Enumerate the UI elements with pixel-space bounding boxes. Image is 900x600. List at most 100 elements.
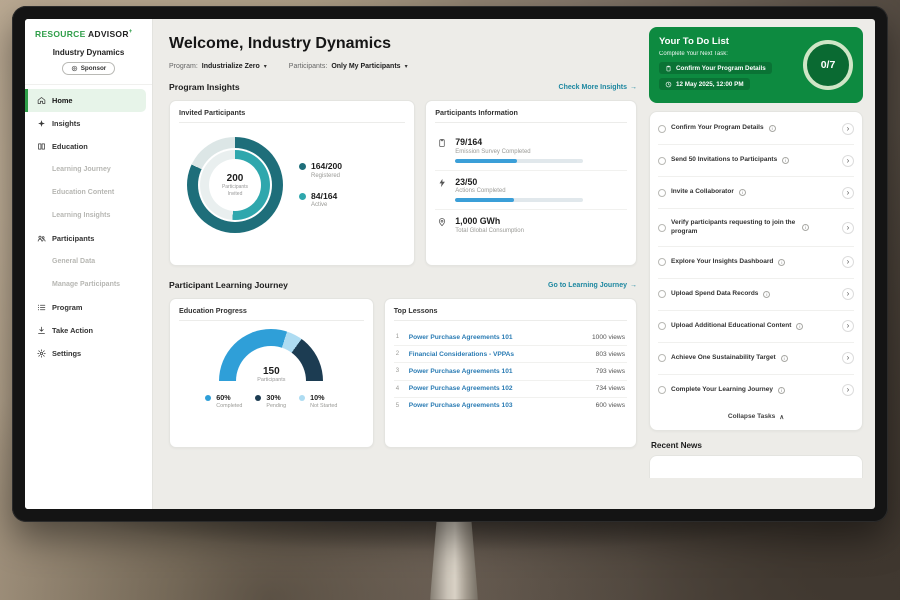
app-window: RESOURCE ADVISOR+ Industry Dynamics Spon…: [25, 19, 875, 509]
legend-dot: [299, 395, 306, 401]
lesson-row: 1 Power Purchase Agreements 101 1000 vie…: [393, 329, 627, 347]
info-icon[interactable]: i: [763, 290, 771, 298]
lesson-link[interactable]: Power Purchase Agreements 103: [408, 402, 513, 410]
chevron-right-icon[interactable]: ›: [842, 288, 854, 301]
go-to-learning-journey-link[interactable]: Go to Learning Journey →: [548, 282, 637, 289]
task-checkbox[interactable]: [658, 290, 666, 299]
task-row[interactable]: Invite a Collaborator i ›: [658, 177, 854, 210]
task-row[interactable]: Confirm Your Program Details i ›: [658, 113, 854, 146]
due-date-chip: 12 May 2025, 12:00 PM: [659, 78, 750, 91]
lesson-row: 4 Power Purchase Agreements 102 734 view…: [393, 381, 627, 398]
program-filter[interactable]: Program: Industrialize Zero ▾: [169, 63, 267, 70]
learning-cards-row: Education Progress 150 Participants: [169, 298, 637, 448]
chevron-right-icon[interactable]: ›: [842, 384, 854, 397]
task-row[interactable]: Upload Additional Educational Content i …: [658, 311, 854, 343]
collapse-label: Collapse Tasks: [727, 413, 776, 421]
sidebar-item-label: Learning Insights: [52, 212, 111, 219]
participants-filter[interactable]: Participants: Only My Participants ▾: [289, 63, 408, 70]
task-row[interactable]: Verify participants requesting to join t…: [658, 209, 854, 247]
legend-value: 84/164: [311, 190, 338, 201]
lesson-row: 2 Financial Considerations - VPPAs 803 v…: [393, 346, 627, 364]
task-checkbox[interactable]: [658, 188, 666, 197]
lesson-link[interactable]: Financial Considerations - VPPAs: [408, 350, 515, 358]
task-checkbox[interactable]: [658, 322, 666, 331]
task-checkbox[interactable]: [658, 386, 666, 395]
lesson-row: 3 Power Purchase Agreements 101 793 view…: [393, 363, 627, 381]
program-filter-label: Program:: [169, 63, 198, 70]
clock-icon: [665, 81, 672, 88]
stat-value: 1,000 GWh: [455, 216, 501, 226]
legend-label: Pending: [266, 402, 287, 409]
sidebar-item-learning-insights[interactable]: Learning Insights: [25, 204, 146, 227]
sidebar-item-insights[interactable]: Insights: [25, 112, 146, 135]
sidebar-item-education-content[interactable]: Education Content: [25, 181, 146, 204]
sponsor-badge[interactable]: Sponsor: [61, 62, 116, 75]
info-icon[interactable]: i: [802, 224, 809, 232]
task-checkbox[interactable]: [658, 124, 666, 133]
lesson-views: 734 views: [595, 385, 625, 393]
task-row[interactable]: Achieve One Sustainability Target i ›: [658, 343, 854, 375]
check-more-insights-link[interactable]: Check More Insights →: [559, 84, 637, 91]
sidebar-item-program[interactable]: Program: [25, 296, 146, 319]
invited-participants-card: Invited Participants 200 Participants In…: [169, 100, 416, 266]
info-icon[interactable]: i: [782, 157, 790, 165]
progress-fill: [455, 198, 515, 202]
info-icon[interactable]: i: [768, 125, 776, 133]
link-label: Check More Insights: [558, 83, 627, 91]
legend-item: 10% Not Started: [299, 394, 337, 409]
lesson-link[interactable]: Power Purchase Agreements 101: [408, 367, 513, 375]
sidebar-item-label: Insights: [52, 119, 81, 128]
survey-icon: [439, 139, 445, 147]
location-pin-icon: [439, 218, 446, 227]
program-insights-header: Program Insights Check More Insights →: [169, 82, 637, 92]
task-checkbox[interactable]: [658, 156, 666, 165]
sidebar-item-take-action[interactable]: Take Action: [25, 319, 146, 342]
task-checkbox[interactable]: [658, 258, 666, 267]
task-row[interactable]: Send 50 Invitations to Participants i ›: [658, 145, 854, 178]
chevron-right-icon[interactable]: ›: [842, 221, 854, 234]
info-icon[interactable]: i: [738, 189, 746, 197]
invited-donut-ring-outer: 200 Participants Invited: [187, 137, 283, 233]
next-task-chip[interactable]: Confirm Your Program Details: [659, 62, 772, 75]
sidebar-item-education[interactable]: Education: [25, 135, 146, 158]
chevron-right-icon[interactable]: ›: [842, 186, 854, 199]
todo-progress-ring: 0/7: [803, 40, 853, 91]
sidebar-item-manage-participants[interactable]: Manage Participants: [25, 273, 146, 296]
chevron-right-icon[interactable]: ›: [842, 256, 854, 269]
sponsor-badge-label: Sponsor: [80, 65, 107, 72]
task-row[interactable]: Explore Your Insights Dashboard i ›: [658, 247, 854, 279]
collapse-tasks-button[interactable]: Collapse Tasks ∧: [658, 406, 854, 427]
lesson-rank: 3: [395, 368, 400, 375]
task-checkbox[interactable]: [658, 223, 666, 232]
chevron-right-icon[interactable]: ›: [842, 320, 854, 333]
legend-value: 164/200: [311, 161, 343, 172]
lesson-link[interactable]: Power Purchase Agreements 102: [408, 385, 513, 393]
task-row[interactable]: Upload Spend Data Records i ›: [658, 279, 854, 311]
chevron-right-icon[interactable]: ›: [842, 154, 854, 167]
info-icon[interactable]: i: [778, 258, 786, 266]
info-icon[interactable]: i: [777, 386, 785, 394]
lesson-link[interactable]: Power Purchase Agreements 101: [408, 333, 513, 341]
recent-news-card: [649, 454, 863, 478]
sidebar-item-settings[interactable]: Settings: [25, 342, 146, 365]
recent-news-title: Recent News: [651, 440, 702, 450]
lesson-rank: 2: [395, 351, 400, 358]
task-row[interactable]: Complete Your Learning Journey i ›: [658, 375, 854, 406]
sidebar-item-label: Take Action: [52, 326, 94, 335]
sidebar-item-home[interactable]: Home: [25, 89, 146, 112]
sidebar-item-general-data[interactable]: General Data: [25, 250, 146, 273]
info-icon[interactable]: i: [796, 322, 804, 330]
chevron-right-icon[interactable]: ›: [842, 352, 854, 365]
task-checkbox[interactable]: [658, 354, 666, 363]
monitor: RESOURCE ADVISOR+ Industry Dynamics Spon…: [12, 6, 888, 522]
sidebar-item-label: Manage Participants: [52, 281, 121, 288]
legend-item: 84/164 Active: [299, 190, 342, 208]
chevron-right-icon[interactable]: ›: [842, 122, 854, 135]
sidebar-item-label: Participants: [52, 234, 95, 243]
filter-bar: Program: Industrialize Zero ▾ Participan…: [169, 63, 637, 70]
people-icon: [37, 235, 46, 242]
info-icon[interactable]: i: [780, 354, 788, 362]
sidebar-item-participants[interactable]: Participants: [25, 227, 146, 250]
page-title: Welcome, Industry Dynamics: [169, 35, 391, 52]
sidebar-item-learning-journey[interactable]: Learning Journey: [25, 158, 146, 181]
